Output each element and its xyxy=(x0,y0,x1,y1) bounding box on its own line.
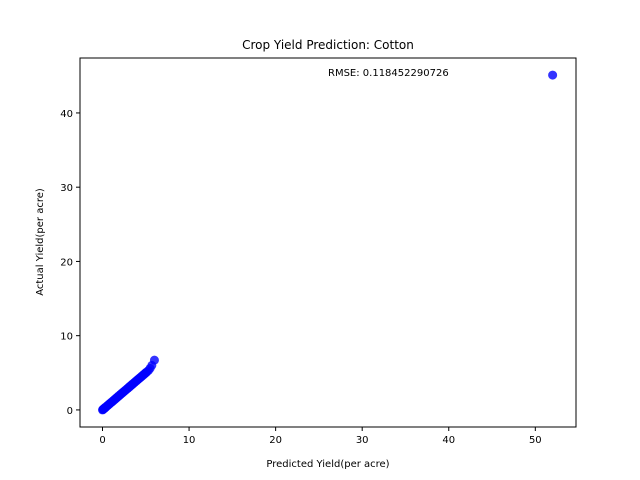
rmse-annotation: RMSE: 0.118452290726 xyxy=(328,68,449,79)
x-tick-label: 10 xyxy=(183,435,196,446)
x-tick-label: 0 xyxy=(99,435,105,446)
x-axis-label: Predicted Yield(per acre) xyxy=(266,459,389,470)
data-points xyxy=(98,70,558,415)
x-tick-label: 40 xyxy=(442,435,455,446)
data-point xyxy=(149,355,159,365)
y-tick-label: 10 xyxy=(60,332,73,343)
x-tick-label: 30 xyxy=(356,435,369,446)
chart-title: Crop Yield Prediction: Cotton xyxy=(242,38,414,52)
x-axis-ticks: 0 10 20 30 40 50 xyxy=(99,427,542,446)
data-point xyxy=(548,70,558,80)
y-tick-label: 40 xyxy=(60,109,73,120)
y-tick-label: 20 xyxy=(60,257,73,268)
x-tick-label: 50 xyxy=(529,435,542,446)
y-axis-label: Actual Yield(per acre) xyxy=(35,188,46,296)
y-tick-label: 30 xyxy=(60,183,73,194)
plot-frame xyxy=(79,57,577,428)
y-axis-ticks: 0 10 20 30 40 xyxy=(60,109,80,417)
y-tick-label: 0 xyxy=(67,406,73,417)
x-tick-label: 20 xyxy=(269,435,282,446)
